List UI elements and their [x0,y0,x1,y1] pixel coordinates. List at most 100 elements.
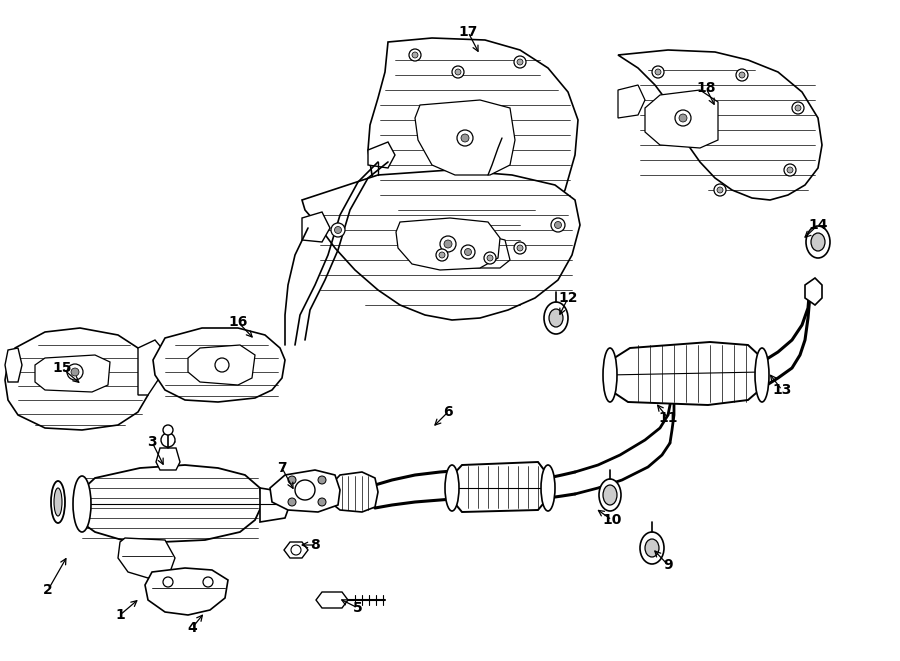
Text: 5: 5 [353,601,363,615]
Text: 12: 12 [558,291,578,305]
Circle shape [487,255,493,261]
Circle shape [464,249,472,256]
Circle shape [291,545,301,555]
Circle shape [784,164,796,176]
Circle shape [455,69,461,75]
Circle shape [452,66,464,78]
Polygon shape [618,50,822,200]
Circle shape [795,105,801,111]
Circle shape [288,498,296,506]
Polygon shape [270,470,340,512]
Polygon shape [302,212,330,242]
Text: 15: 15 [52,361,72,375]
Circle shape [288,476,296,484]
Circle shape [717,187,723,193]
Polygon shape [368,38,578,268]
Text: 10: 10 [602,513,622,527]
Circle shape [436,249,448,261]
Text: 17: 17 [458,25,478,39]
Ellipse shape [755,348,769,402]
Circle shape [514,56,526,68]
Ellipse shape [603,348,617,402]
Text: 1: 1 [115,608,125,622]
Circle shape [792,102,804,114]
Text: 11: 11 [658,411,678,425]
Polygon shape [608,342,762,405]
Polygon shape [35,355,110,392]
Text: 13: 13 [772,383,792,397]
Circle shape [439,252,445,258]
Circle shape [318,476,326,484]
Polygon shape [260,488,290,522]
Circle shape [517,59,523,65]
Polygon shape [420,235,510,268]
Polygon shape [450,462,548,512]
Circle shape [675,110,691,126]
Ellipse shape [806,226,830,258]
Ellipse shape [603,485,617,505]
Circle shape [551,218,565,232]
Circle shape [714,184,726,196]
Circle shape [736,69,748,81]
Polygon shape [415,100,515,175]
Circle shape [331,223,345,237]
Text: 18: 18 [697,81,716,95]
Polygon shape [5,348,22,382]
Circle shape [457,130,473,146]
Circle shape [679,114,687,122]
Polygon shape [145,568,228,615]
Circle shape [652,66,664,78]
Text: 9: 9 [663,558,673,572]
Text: 8: 8 [310,538,320,552]
Circle shape [554,221,562,229]
Circle shape [409,49,421,61]
Polygon shape [75,465,262,542]
Polygon shape [368,142,395,168]
Polygon shape [396,218,500,270]
Circle shape [787,167,793,173]
Circle shape [739,72,745,78]
Circle shape [412,52,418,58]
Polygon shape [188,345,255,385]
Polygon shape [645,90,718,148]
Text: 2: 2 [43,583,53,597]
Circle shape [484,252,496,264]
Circle shape [461,245,475,259]
Polygon shape [618,85,645,118]
Circle shape [335,227,341,233]
Text: 3: 3 [148,435,157,449]
Ellipse shape [599,479,621,511]
Circle shape [67,364,83,380]
Circle shape [71,368,79,376]
Polygon shape [118,538,175,578]
Text: 7: 7 [277,461,287,475]
Ellipse shape [645,539,659,557]
Circle shape [461,134,469,142]
Text: 16: 16 [229,315,248,329]
Circle shape [295,480,315,500]
Circle shape [440,236,456,252]
Text: 4: 4 [187,621,197,635]
Ellipse shape [73,476,91,532]
Circle shape [514,242,526,254]
Text: 6: 6 [443,405,453,419]
Circle shape [203,577,213,587]
Ellipse shape [445,465,459,511]
Ellipse shape [544,302,568,334]
Text: 14: 14 [808,218,828,232]
Ellipse shape [54,488,62,516]
Polygon shape [316,592,348,608]
Polygon shape [5,328,148,430]
Circle shape [318,498,326,506]
Circle shape [163,425,173,435]
Polygon shape [156,448,180,470]
Circle shape [655,69,661,75]
Circle shape [215,358,229,372]
Polygon shape [805,278,822,305]
Circle shape [444,240,452,248]
Ellipse shape [549,309,563,327]
Polygon shape [302,170,580,320]
Polygon shape [153,328,285,402]
Polygon shape [284,542,308,558]
Polygon shape [138,340,165,395]
